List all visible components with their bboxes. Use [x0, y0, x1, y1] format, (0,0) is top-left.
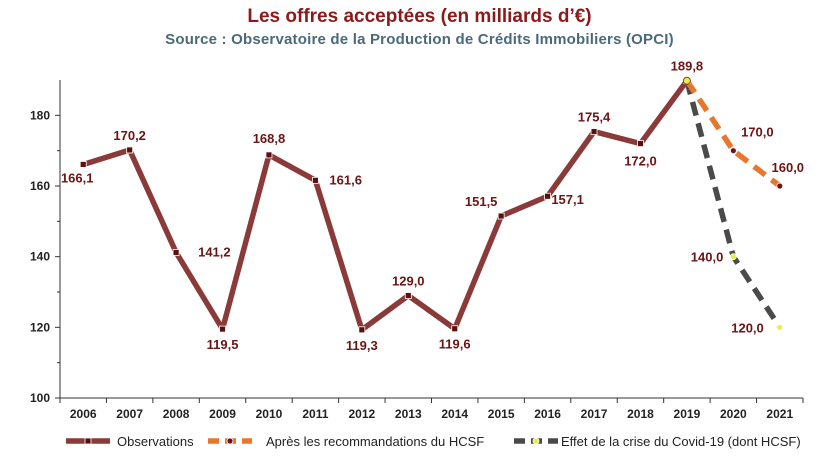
data-label-covid: 120,0 [731, 320, 764, 335]
y-tick-label: 140 [30, 250, 50, 264]
observation-point [312, 176, 319, 184]
data-label-observations: 172,0 [624, 154, 657, 169]
x-tick-label: 2012 [348, 407, 375, 421]
observation-point [590, 128, 598, 135]
observation-point [497, 212, 505, 220]
series-observations-legend-label: Observations [117, 434, 194, 449]
forecast-start-point [682, 76, 691, 85]
x-tick-label: 2018 [627, 407, 654, 421]
x-tick-label: 2017 [581, 407, 608, 421]
series-covid-line [684, 80, 783, 329]
series-covid-legend-label: Effet de la crise du Covid-19 (dont HCSF… [561, 434, 801, 449]
series-observations-line [82, 79, 690, 333]
x-tick-label: 2009 [209, 407, 236, 421]
observation-point [79, 161, 87, 168]
series-hcsf-legend-label: Après les recommandations du HCSF [266, 434, 484, 449]
x-tick-label: 2020 [720, 407, 747, 421]
y-tick-label: 120 [30, 320, 50, 334]
observation-point [404, 292, 412, 299]
data-label-covid: 140,0 [691, 250, 724, 265]
data-label-observations: 161,6 [329, 172, 362, 187]
x-tick-label: 2010 [256, 407, 283, 421]
series-covid-point [776, 323, 784, 331]
data-label-observations: 141,2 [198, 244, 231, 259]
data-label-hcsf: 170,0 [741, 125, 774, 140]
x-tick-label: 2007 [116, 407, 143, 421]
x-tick-label: 2006 [70, 407, 97, 421]
observation-point [219, 325, 226, 333]
y-tick-label: 180 [30, 108, 50, 122]
chart-subtitle: Source : Observatoire de la Production d… [165, 31, 674, 48]
x-tick-label: 2019 [674, 407, 701, 421]
data-label-observations: 129,0 [392, 274, 425, 289]
data-label-observations: 170,2 [113, 128, 146, 143]
chart-title: Les offres acceptées (en milliards d’€) [247, 6, 592, 27]
x-tick-label: 2011 [302, 407, 328, 421]
series-covid-point [729, 253, 737, 261]
observation-point [451, 325, 459, 333]
y-tick-label: 160 [30, 179, 50, 193]
x-tick-label: 2021 [766, 407, 793, 421]
observation-point [637, 140, 644, 148]
x-tick-label: 2013 [395, 407, 422, 421]
observation-point [358, 326, 366, 334]
legend-marker [84, 437, 92, 445]
y-tick-label: 100 [30, 391, 50, 405]
data-label-observations: 168,8 [253, 131, 286, 146]
data-label-observations: 119,3 [346, 338, 378, 353]
data-label-observations: 175,4 [578, 110, 611, 125]
data-label-observations: 119,6 [439, 337, 471, 352]
legend-marker [226, 437, 234, 445]
observation-point [265, 151, 273, 159]
series-hcsf-point [729, 147, 737, 155]
data-label-observations: 166,1 [61, 170, 94, 185]
legend-marker [532, 437, 540, 445]
x-tick-label: 2014 [441, 407, 468, 421]
data-label-observations: 189,8 [671, 59, 704, 74]
observation-point [172, 249, 180, 256]
data-label-observations: 119,5 [207, 337, 239, 352]
data-label-observations: 157,1 [551, 192, 584, 207]
data-label-hcsf: 160,0 [772, 160, 805, 175]
data-label-observations: 151,5 [465, 194, 498, 209]
x-tick-label: 2008 [163, 407, 190, 421]
observation-point [544, 192, 551, 200]
observation-point [126, 146, 134, 154]
series-hcsf-line [684, 79, 782, 189]
x-tick-label: 2016 [534, 407, 561, 421]
x-tick-label: 2015 [488, 407, 515, 421]
series-hcsf-point [776, 182, 784, 190]
